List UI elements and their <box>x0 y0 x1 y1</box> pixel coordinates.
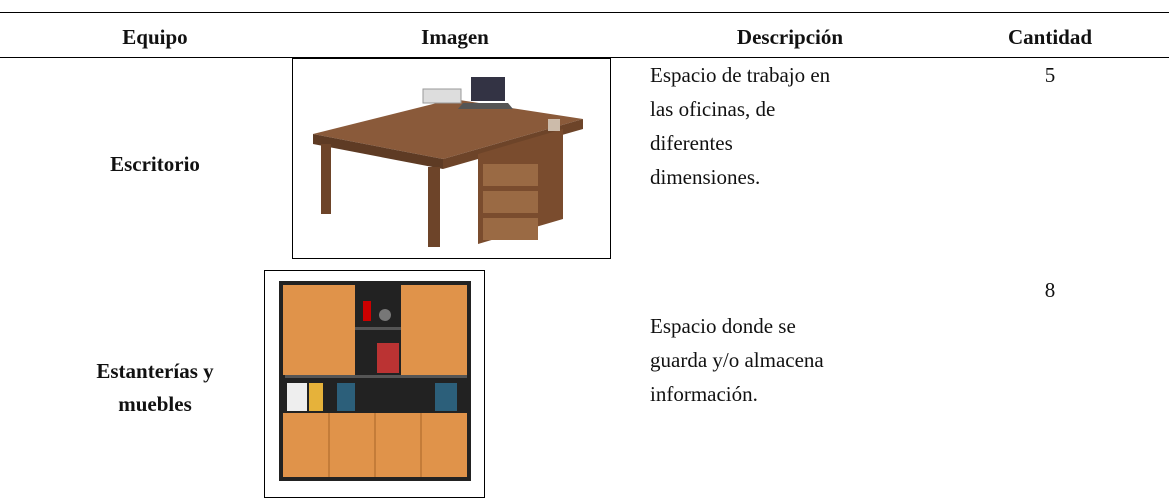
descripcion-line: Espacio donde se <box>650 314 796 338</box>
table-top-rule <box>0 12 1169 13</box>
header-cell: Imagen <box>421 25 489 49</box>
cantidad-cell: 5 <box>1044 63 1056 87</box>
header-rule <box>0 57 1169 58</box>
desk-image <box>292 58 611 259</box>
shelf-image <box>264 270 485 498</box>
descripcion-line: guarda y/o almacena <box>650 348 824 372</box>
header-cell: Descripción <box>736 25 844 49</box>
shelf-illustration <box>279 281 471 481</box>
cantidad-cell: 8 <box>1044 278 1056 302</box>
descripcion-line: información. <box>650 382 758 406</box>
equipo-line: muebles <box>118 392 192 416</box>
desk-illustration <box>313 77 583 247</box>
equipo-line: Estanterías y <box>96 359 214 383</box>
equipo-cell: Escritorio <box>110 152 200 176</box>
header-cell: Cantidad <box>1007 25 1093 49</box>
header-cell: Equipo <box>122 25 188 49</box>
descripcion-line: Espacio de trabajo en <box>650 63 831 87</box>
descripcion-line: las oficinas, de <box>650 97 776 121</box>
descripcion-line: diferentes <box>650 131 733 155</box>
descripcion-line: dimensiones. <box>650 165 761 189</box>
